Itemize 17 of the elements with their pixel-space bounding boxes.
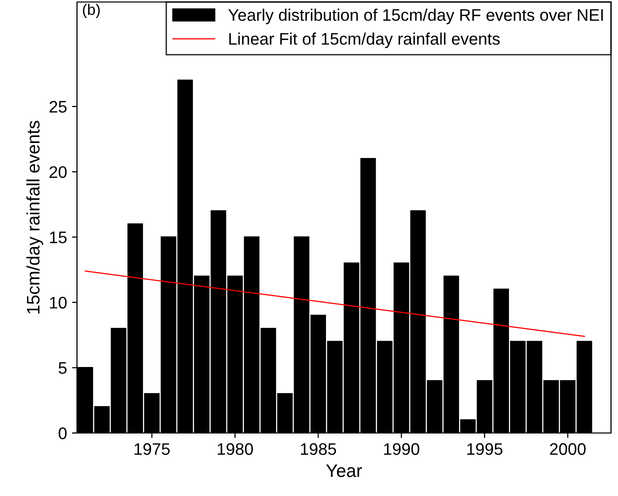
x-tick-label: 2000 xyxy=(550,443,586,455)
y-tick-label: 5 xyxy=(58,362,67,374)
x-axis-title: Year xyxy=(326,464,362,478)
y-tick-label: 15 xyxy=(50,232,67,244)
y-tick-label: 25 xyxy=(50,100,67,113)
x-tick-label: 1995 xyxy=(467,443,502,455)
x-tick-label: 1975 xyxy=(134,443,170,455)
legend-label: Yearly distribution of 15cm/day RF events over NEI xyxy=(228,8,603,24)
y-axis-title: 15cm/day rainfall events xyxy=(26,120,44,314)
annotation: (b) xyxy=(82,4,100,18)
y-tick-label: 20 xyxy=(50,166,67,178)
legend-label: Linear Fit of 15cm/day rainfall events xyxy=(229,32,500,48)
x-tick-label: 1985 xyxy=(300,443,336,455)
y-tick-label: 0 xyxy=(58,427,67,440)
x-tick-label: 1990 xyxy=(384,443,420,455)
y-tick-label: 10 xyxy=(50,296,67,309)
x-tick-label: 1980 xyxy=(218,443,253,455)
